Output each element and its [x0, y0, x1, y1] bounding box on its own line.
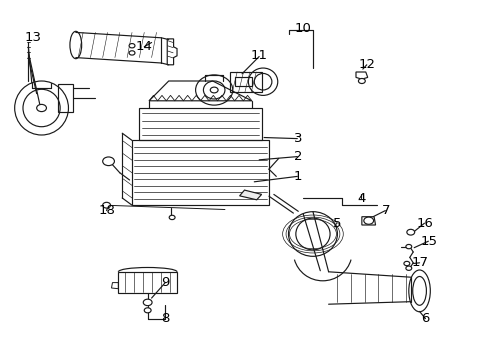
Bar	[58, 84, 73, 112]
Circle shape	[144, 308, 151, 313]
Circle shape	[143, 299, 152, 306]
Text: 12: 12	[358, 58, 374, 71]
Text: 2: 2	[293, 150, 302, 163]
Text: 13: 13	[25, 31, 41, 44]
Circle shape	[405, 266, 411, 270]
Circle shape	[37, 104, 46, 112]
Text: 1: 1	[293, 170, 302, 183]
Text: 11: 11	[250, 49, 267, 62]
Circle shape	[406, 229, 414, 235]
Circle shape	[358, 78, 365, 84]
Text: 15: 15	[420, 235, 437, 248]
Circle shape	[403, 261, 409, 266]
Circle shape	[405, 244, 411, 249]
Text: 16: 16	[416, 217, 433, 230]
Circle shape	[129, 51, 135, 55]
Circle shape	[169, 215, 175, 220]
Text: 14: 14	[136, 40, 152, 53]
Text: 10: 10	[294, 22, 311, 35]
Text: 4: 4	[357, 192, 366, 204]
Bar	[118, 272, 177, 293]
Text: 17: 17	[411, 256, 428, 269]
Circle shape	[102, 157, 114, 166]
Text: 18: 18	[98, 204, 115, 217]
Text: 9: 9	[161, 276, 169, 289]
Circle shape	[129, 44, 135, 48]
Text: 8: 8	[161, 312, 169, 325]
Text: 6: 6	[420, 312, 429, 325]
Text: 5: 5	[332, 217, 341, 230]
Text: 7: 7	[381, 204, 390, 217]
Circle shape	[363, 217, 373, 224]
Polygon shape	[239, 190, 261, 200]
Bar	[234, 77, 251, 86]
Circle shape	[102, 202, 110, 208]
Circle shape	[210, 87, 218, 93]
Text: 3: 3	[293, 132, 302, 145]
Bar	[229, 72, 261, 92]
